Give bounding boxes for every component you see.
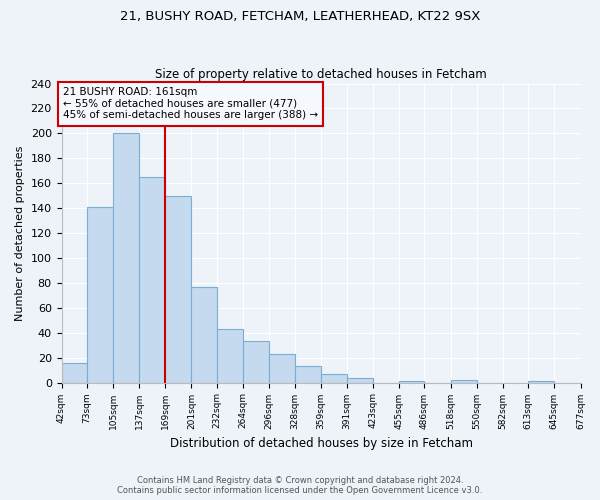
Bar bbox=[243, 342, 269, 382]
Bar bbox=[269, 354, 295, 382]
Text: 21, BUSHY ROAD, FETCHAM, LEATHERHEAD, KT22 9SX: 21, BUSHY ROAD, FETCHAM, LEATHERHEAD, KT… bbox=[120, 10, 480, 23]
Bar bbox=[347, 378, 373, 382]
X-axis label: Distribution of detached houses by size in Fetcham: Distribution of detached houses by size … bbox=[170, 437, 473, 450]
Text: 21 BUSHY ROAD: 161sqm
← 55% of detached houses are smaller (477)
45% of semi-det: 21 BUSHY ROAD: 161sqm ← 55% of detached … bbox=[63, 88, 318, 120]
Bar bbox=[191, 286, 217, 382]
Title: Size of property relative to detached houses in Fetcham: Size of property relative to detached ho… bbox=[155, 68, 487, 81]
Bar bbox=[217, 329, 243, 382]
Bar bbox=[62, 362, 87, 382]
Bar bbox=[451, 380, 477, 382]
Text: Contains HM Land Registry data © Crown copyright and database right 2024.
Contai: Contains HM Land Registry data © Crown c… bbox=[118, 476, 482, 495]
Bar bbox=[295, 366, 320, 382]
Bar bbox=[113, 134, 139, 382]
Bar bbox=[87, 207, 113, 382]
Bar bbox=[320, 374, 347, 382]
Bar bbox=[166, 196, 191, 382]
Y-axis label: Number of detached properties: Number of detached properties bbox=[15, 146, 25, 321]
Bar bbox=[139, 177, 166, 382]
